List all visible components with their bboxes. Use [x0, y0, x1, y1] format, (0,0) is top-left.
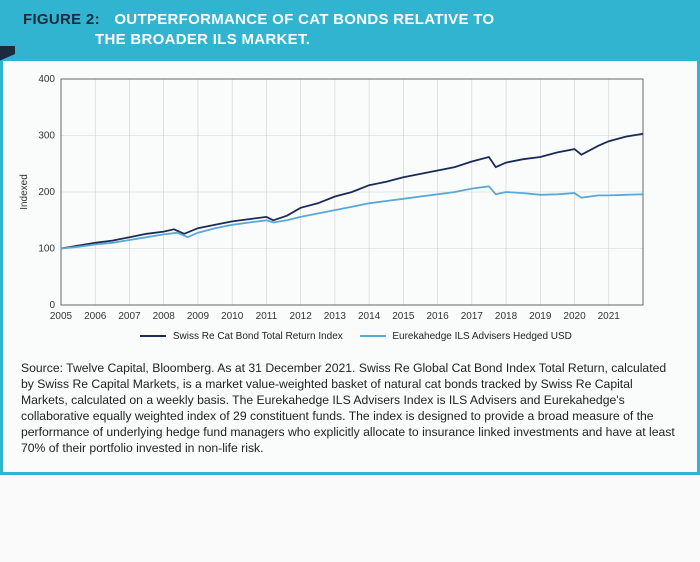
- svg-text:2012: 2012: [290, 311, 313, 322]
- svg-text:2005: 2005: [50, 311, 73, 322]
- svg-text:300: 300: [38, 130, 55, 141]
- legend-label-2: Eurekahedge ILS Advisers Hedged USD: [392, 331, 572, 342]
- legend-swatch-1: [140, 335, 166, 337]
- figure-container: FIGURE 2: OUTPERFORMANCE OF CAT BONDS RE…: [0, 0, 700, 475]
- chart-legend: Swiss Re Cat Bond Total Return Index Eur…: [13, 329, 685, 350]
- figure-title: FIGURE 2: OUTPERFORMANCE OF CAT BONDS RE…: [19, 10, 681, 51]
- figure-caption: Source: Twelve Capital, Bloomberg. As at…: [3, 354, 697, 473]
- svg-text:2009: 2009: [187, 311, 210, 322]
- line-chart: 0 100 200 300 400 2005 2006 2007 2008 2009 2010 201…: [13, 69, 653, 329]
- chart-area: 0 100 200 300 400 2005 2006 2007 2008 2009 2010 201…: [3, 61, 697, 354]
- svg-text:2014: 2014: [358, 311, 381, 322]
- svg-text:2007: 2007: [118, 311, 141, 322]
- svg-text:2019: 2019: [529, 311, 552, 322]
- svg-text:2008: 2008: [153, 311, 176, 322]
- svg-text:400: 400: [38, 74, 55, 85]
- figure-title-line1: OUTPERFORMANCE OF CAT BONDS RELATIVE TO: [114, 11, 494, 28]
- figure-label: FIGURE 2:: [19, 9, 104, 30]
- svg-text:2020: 2020: [563, 311, 586, 322]
- svg-text:2015: 2015: [392, 311, 415, 322]
- svg-text:2017: 2017: [461, 311, 484, 322]
- svg-text:Indexed: Indexed: [19, 174, 30, 210]
- legend-label-1: Swiss Re Cat Bond Total Return Index: [173, 331, 343, 342]
- svg-text:0: 0: [49, 300, 55, 311]
- svg-text:2006: 2006: [84, 311, 107, 322]
- svg-text:2016: 2016: [426, 311, 449, 322]
- figure-title-line2: THE BROADER ILS MARKET.: [19, 30, 681, 50]
- svg-text:2018: 2018: [495, 311, 518, 322]
- svg-text:200: 200: [38, 187, 55, 198]
- legend-swatch-2: [360, 335, 386, 337]
- title-bar: FIGURE 2: OUTPERFORMANCE OF CAT BONDS RE…: [3, 0, 697, 61]
- svg-text:2021: 2021: [598, 311, 621, 322]
- svg-text:2010: 2010: [221, 311, 244, 322]
- svg-text:2013: 2013: [324, 311, 347, 322]
- svg-text:100: 100: [38, 243, 55, 254]
- svg-text:2011: 2011: [256, 311, 278, 322]
